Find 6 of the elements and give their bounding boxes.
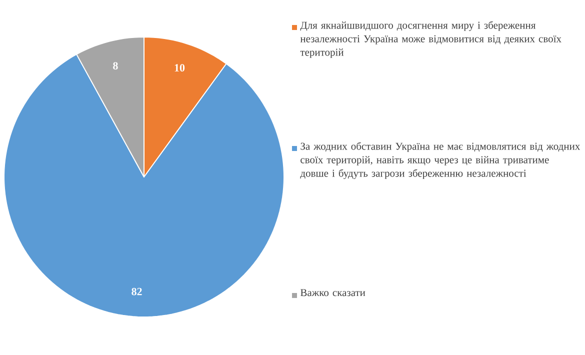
data-label: 8 <box>113 62 118 70</box>
data-label: 82 <box>132 288 142 296</box>
legend-label: Важко сказати <box>300 289 366 296</box>
data-label: 10 <box>174 64 185 72</box>
legend-label: За жодних обставин Україна не має відмовлятися від жодних своїх територій, навіть якщо через це війна триватиме довше і будуть загрози збереженню незалежності <box>300 142 580 179</box>
legend-label: Для якнайшвидшого досягнення миру і збереження незалежності Україна може відмовитися від деяких своїх територій <box>300 21 562 58</box>
